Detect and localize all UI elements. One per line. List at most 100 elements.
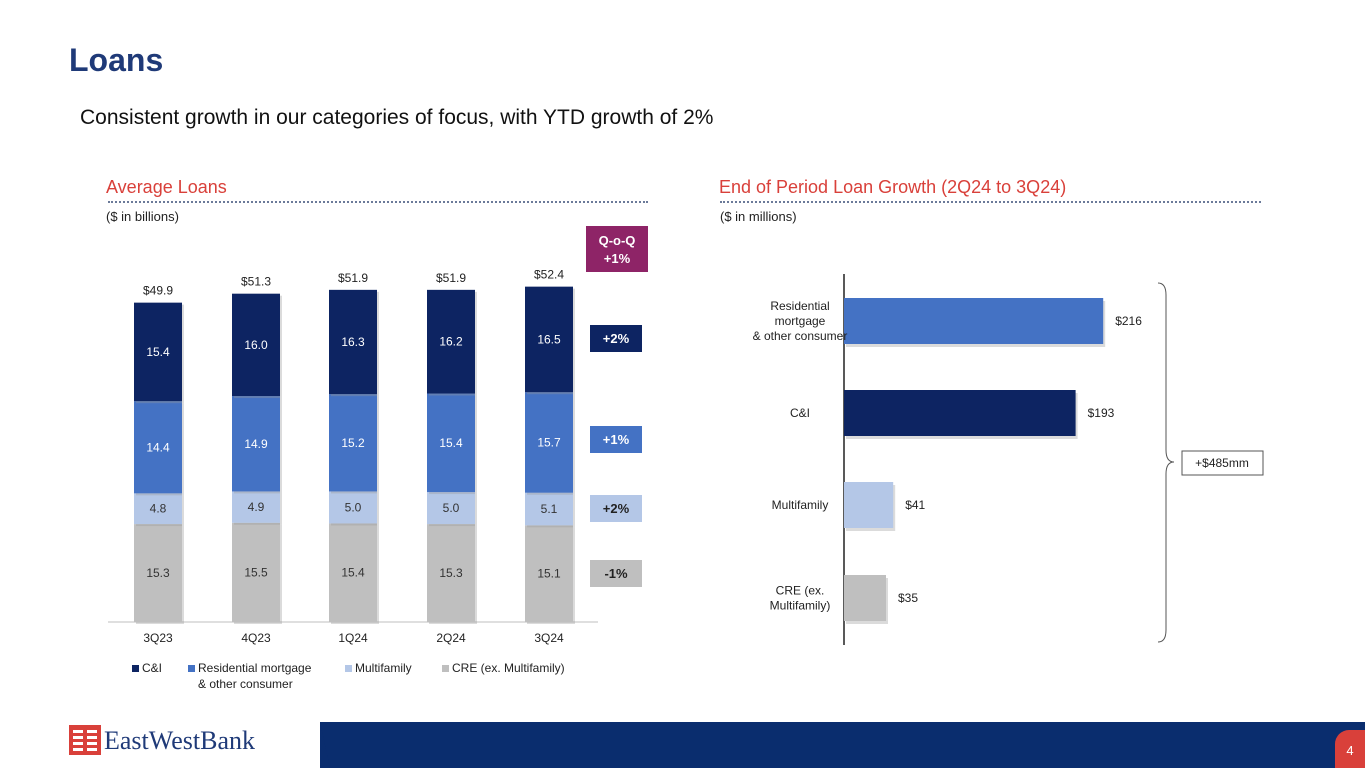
bar-value-label: $216 (1115, 314, 1142, 328)
bar-segment (525, 525, 573, 622)
bar-segment (329, 523, 377, 622)
bar-value-label: 15.3 (439, 566, 463, 580)
bar-value-label: 14.4 (146, 440, 170, 454)
qoq-label-residential: +1% (603, 432, 630, 447)
bar-value-label: 14.9 (244, 437, 268, 451)
legend-swatch (442, 665, 449, 672)
bar-value-label: $35 (898, 591, 918, 605)
bar-value-label: 4.9 (248, 500, 265, 514)
bar-value-label: 15.4 (341, 566, 365, 580)
footer-band (320, 722, 1365, 768)
legend-label: Multifamily (355, 661, 412, 675)
bar-segment (525, 492, 573, 526)
bar-value-label: 15.5 (244, 565, 268, 579)
bar-value-label: 5.0 (443, 501, 460, 515)
bar-segment (134, 401, 182, 494)
qoq-box-multifamily (590, 495, 642, 522)
bar-segment (329, 491, 377, 524)
x-tick-label: 2Q24 (436, 631, 466, 645)
bar-value-label: 15.4 (146, 345, 170, 359)
bank-logo-icon (69, 725, 101, 755)
page-number: 4 (1335, 730, 1365, 768)
legend-label: CRE (ex. Multifamily) (452, 661, 565, 675)
bar-segment (427, 524, 475, 622)
qoq-header-box (586, 226, 648, 272)
bar-value-label: 5.0 (345, 500, 362, 514)
qoq-label-multifamily: +2% (603, 501, 630, 516)
bar-segment (232, 293, 280, 397)
bar-value-label: $41 (905, 498, 925, 512)
qoq-header-value: +1% (604, 251, 631, 266)
bar-segment (525, 286, 573, 393)
bar (844, 482, 894, 528)
y-tick-label: & other consumer (753, 329, 848, 343)
bar-value-label: 16.0 (244, 338, 268, 352)
page-subtitle: Consistent growth in our categories of f… (80, 106, 714, 129)
bar-value-label: 15.3 (146, 566, 170, 580)
bar-value-label: 5.1 (541, 502, 558, 516)
legend-swatch (345, 665, 352, 672)
left-panel-title: Average Loans (106, 177, 227, 197)
right-panel-title: End of Period Loan Growth (2Q24 to 3Q24) (719, 177, 1067, 197)
qoq-header-label: Q-o-Q (599, 233, 636, 248)
y-tick-label: C&I (790, 406, 810, 420)
bar-segment (329, 289, 377, 395)
y-tick-label: Residential (770, 299, 829, 313)
bar-segment (232, 491, 280, 523)
qoq-label-ci: +2% (603, 331, 630, 346)
footer-band-slant (320, 722, 330, 768)
qoq-box-ci (590, 325, 642, 352)
x-tick-label: 1Q24 (338, 631, 368, 645)
bar-value-label: $193 (1088, 406, 1115, 420)
bar-segment (134, 524, 182, 622)
total-brace (1157, 282, 1175, 643)
qoq-box-residential (590, 426, 642, 453)
bar (844, 298, 1104, 344)
x-tick-label: 4Q23 (241, 631, 271, 645)
bar-segment (232, 396, 280, 492)
bar-value-label: 15.1 (537, 567, 561, 581)
x-tick-label: 3Q24 (534, 631, 564, 645)
bar-value-label: 16.2 (439, 335, 463, 349)
x-tick-label: 3Q23 (143, 631, 173, 645)
bar-segment (134, 493, 182, 525)
y-tick-label: CRE (ex. (776, 584, 825, 598)
bar-value-label: 16.3 (341, 335, 365, 349)
bar-total-label: $51.3 (241, 275, 271, 289)
y-tick-label: Multifamily) (770, 599, 831, 613)
legend-label: Residential mortgage (198, 661, 312, 675)
bar-value-label: 16.5 (537, 332, 561, 346)
y-tick-label: mortgage (775, 314, 826, 328)
left-panel-divider (108, 201, 648, 203)
bar-segment (427, 289, 475, 394)
bar-segment (232, 522, 280, 622)
bar-value-label: 15.2 (341, 436, 365, 450)
right-panel-divider (720, 201, 1261, 203)
qoq-label-cre: -1% (604, 566, 628, 581)
bar-total-label: $51.9 (436, 271, 466, 285)
legend-label: & other consumer (198, 677, 293, 691)
legend-label: C&I (142, 661, 162, 675)
total-box (1181, 450, 1264, 476)
bank-logo-text: EastWestBank (104, 726, 255, 755)
bar-total-label: $51.9 (338, 271, 368, 285)
bar-segment (329, 394, 377, 492)
bar (844, 390, 1076, 436)
legend-swatch (132, 665, 139, 672)
left-panel-units: ($ in billions) (106, 209, 179, 224)
bar (844, 575, 886, 621)
bar-total-label: $49.9 (143, 284, 173, 298)
bar-segment (427, 393, 475, 493)
bar-segment (134, 302, 182, 402)
total-label: +$485mm (1195, 456, 1249, 470)
legend-swatch (188, 665, 195, 672)
bar-total-label: $52.4 (534, 268, 564, 282)
bar-segment (525, 392, 573, 493)
bar-segment (427, 492, 475, 525)
bar-value-label: 15.4 (439, 436, 463, 450)
right-panel-units: ($ in millions) (720, 209, 797, 224)
page-title: Loans (69, 42, 164, 78)
bar-value-label: 4.8 (150, 502, 167, 516)
bar-value-label: 15.7 (537, 435, 561, 449)
